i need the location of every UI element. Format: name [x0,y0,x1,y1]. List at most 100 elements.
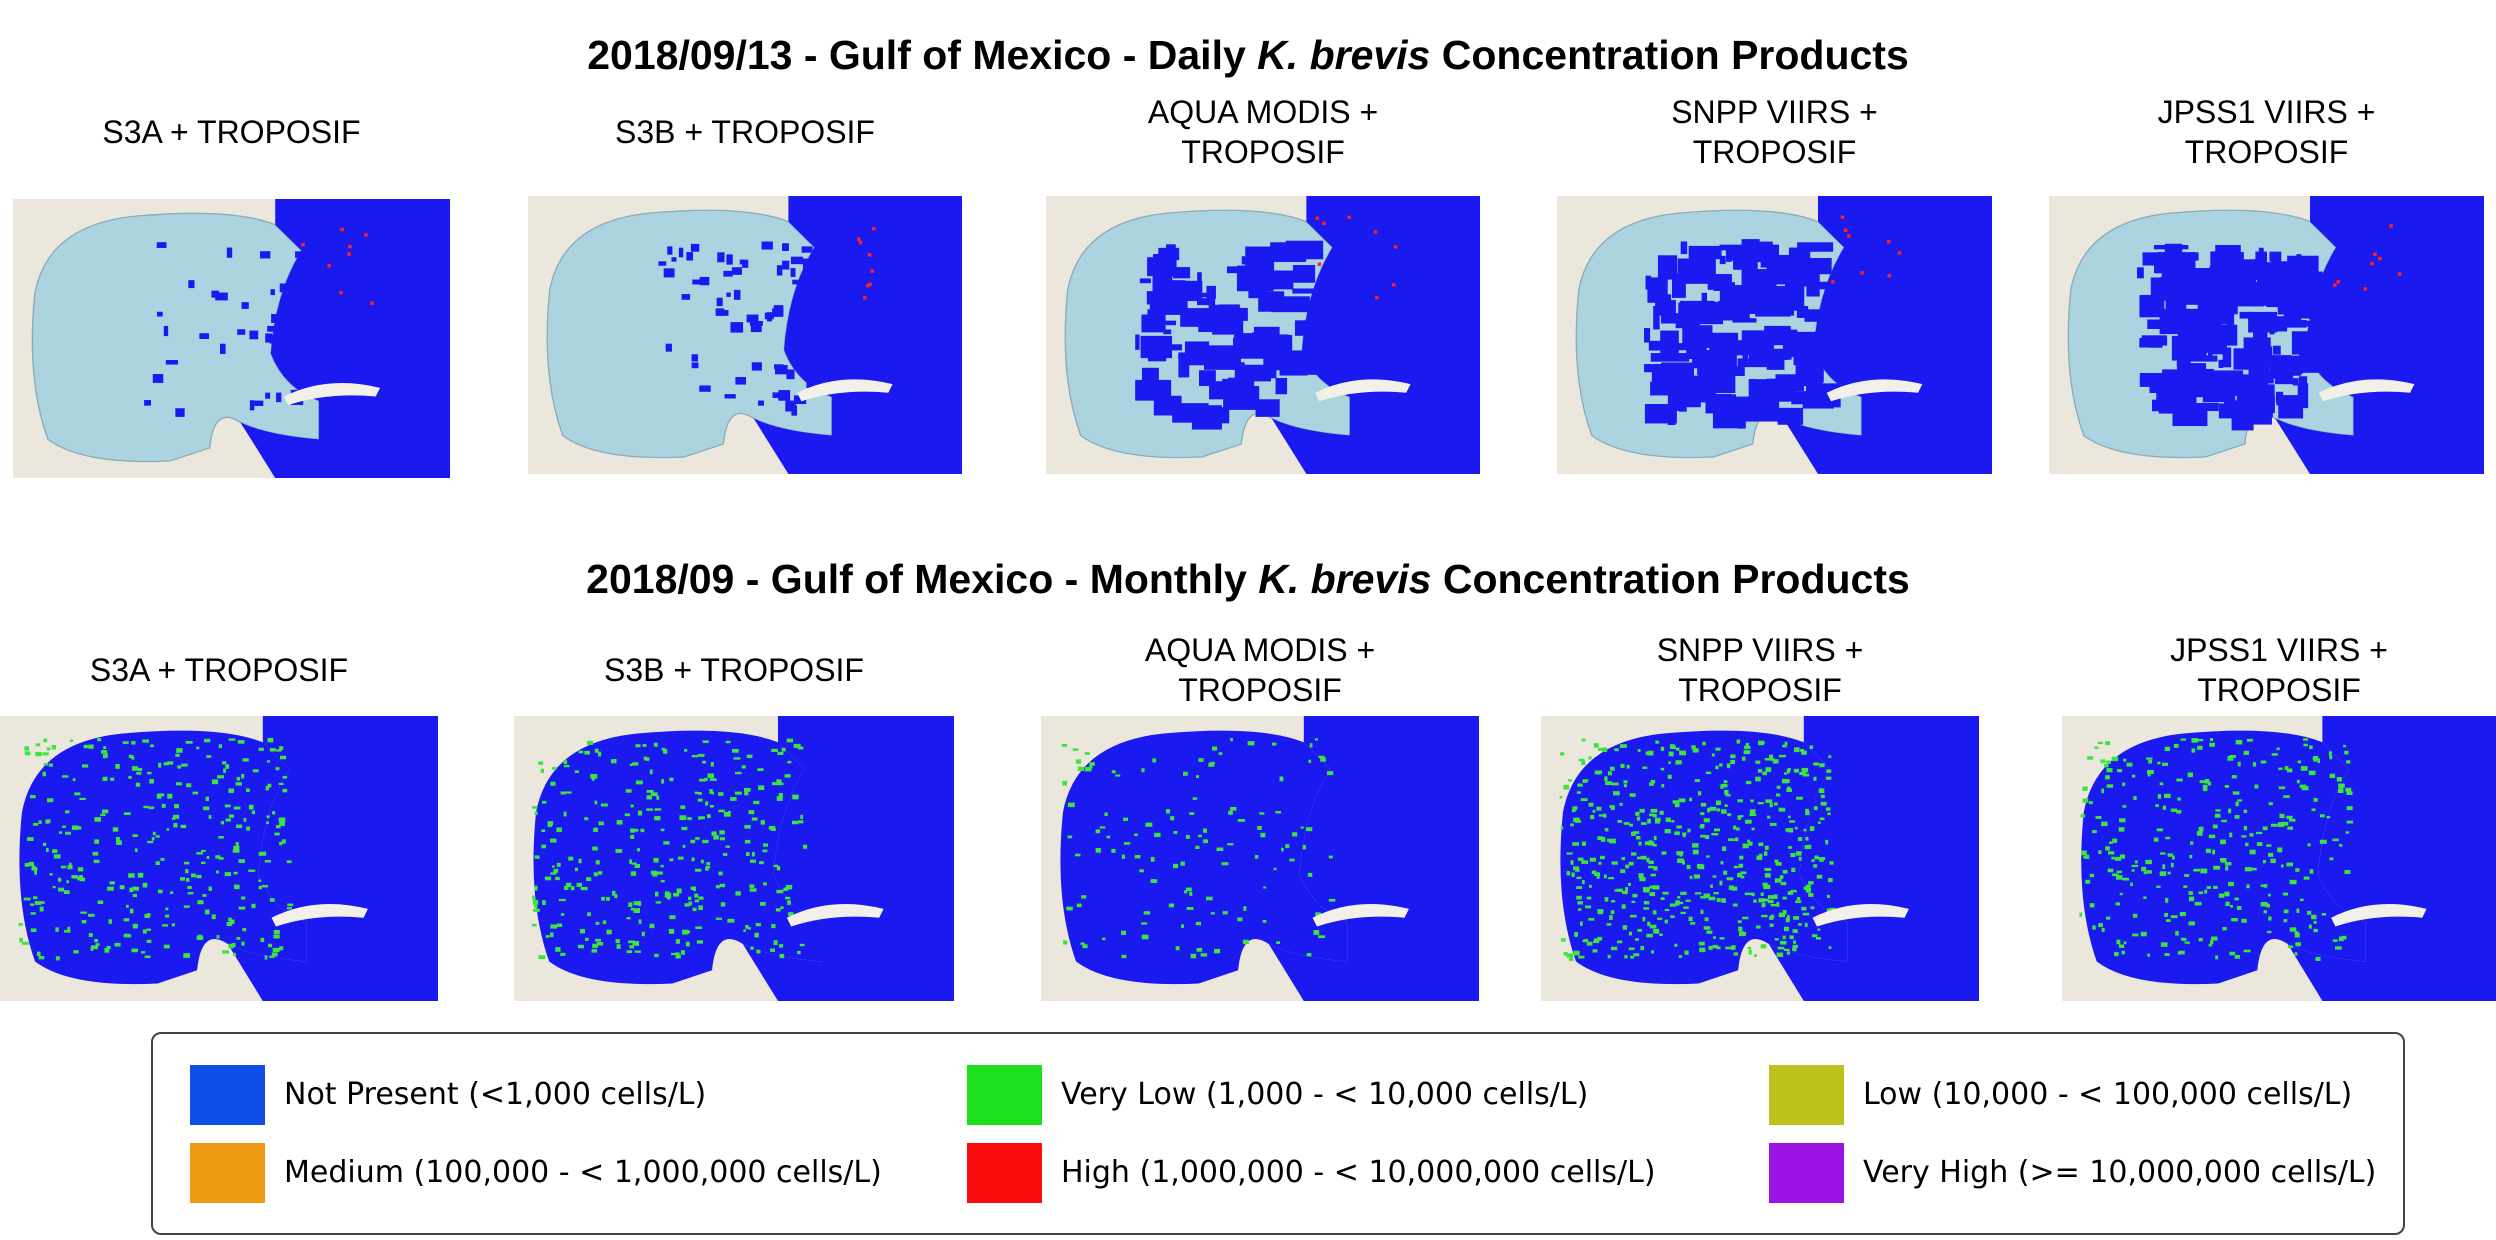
bloom-speck [1066,906,1073,911]
bloom-speck [541,844,547,849]
bloom-speck [1668,751,1674,757]
bloom-speck [79,875,83,879]
bloom-speck [1753,899,1757,903]
bloom-speck [2295,868,2300,872]
bloom-speck [2319,814,2325,818]
bloom-speck [251,810,256,815]
bloom-speck [1675,760,1682,765]
bloom-speck [1722,846,1727,852]
bloom-speck [1793,940,1797,944]
bloom-speck [1260,832,1266,838]
bloom-speck [2143,896,2147,899]
bloom-speck [1115,774,1121,777]
bloom-speck [2198,937,2203,942]
bloom-speck [718,792,724,796]
coverage-patch [1766,348,1785,370]
coverage-patch [241,302,249,309]
bloom-speck [62,775,69,778]
bloom-speck [2277,847,2283,853]
bloom-speck [2283,919,2288,923]
panel-title: SNPP VIIRS + TROPOSIF [1541,630,1979,710]
bloom-speck [783,887,789,891]
bloom-speck [2215,955,2219,960]
bloom-speck [1596,806,1602,811]
bloom-speck [2115,902,2120,906]
bloom-speck [2179,911,2186,917]
bloom-speck [205,796,209,801]
bloom-speck [211,779,219,785]
bloom-speck [176,748,183,753]
bloom-speck [2289,879,2297,885]
panel-title-line: AQUA MODIS + [1147,94,1379,130]
coverage-patch [749,320,763,326]
bloom-speck [777,751,784,755]
bloom-speck [694,899,699,903]
bloom-speck [248,804,254,810]
bloom-speck [615,849,623,853]
bloom-speck [2311,914,2317,920]
bloom-patch [1887,273,1892,278]
bloom-speck [185,740,193,744]
bloom-speck [241,941,245,946]
bloom-speck [183,861,190,865]
bloom-speck [594,800,598,805]
bloom-speck [1825,839,1829,845]
bloom-speck [83,744,90,749]
bloom-speck [2260,884,2264,887]
bloom-speck [1787,828,1794,833]
bloom-speck [122,741,129,745]
bloom-speck [1619,802,1623,806]
bloom-speck [1811,934,1818,938]
bloom-speck [31,867,38,871]
bloom-speck [656,795,660,800]
bloom-speck [1757,769,1763,773]
bloom-speck [279,755,287,760]
bloom-speck [1082,944,1088,949]
bloom-speck [114,942,121,947]
bloom-speck [1629,823,1633,827]
bloom-speck [1227,843,1234,846]
bloom-speck [180,824,187,829]
bloom-speck [719,837,726,841]
bloom-speck [1619,744,1627,748]
coverage-patch [2201,402,2219,412]
bloom-speck [1819,817,1825,821]
bloom-speck [1652,910,1657,915]
bloom-speck [35,751,42,757]
bloom-speck [759,861,764,865]
title-text: Concentration Products [1442,556,1910,602]
bloom-speck [1180,861,1185,866]
bloom-speck [1826,908,1832,913]
bloom-speck [2188,896,2195,902]
bloom-speck [1769,754,1774,759]
coverage-patch [2298,376,2308,395]
bloom-speck [123,918,130,922]
bloom-speck [94,839,100,844]
bloom-speck [1826,769,1832,773]
bloom-speck [187,892,194,895]
bloom-speck [2167,871,2171,875]
bloom-speck [1609,915,1613,920]
bloom-speck [287,903,294,907]
bloom-speck [1747,946,1752,950]
bloom-speck [1784,779,1790,783]
bloom-speck [1760,944,1767,949]
bloom-speck [1590,815,1595,820]
bloom-speck [2229,951,2236,956]
bloom-speck [267,737,274,743]
bloom-speck [744,787,751,792]
coverage-patch [1173,267,1191,279]
bloom-speck [1723,780,1728,784]
bloom-speck [1830,907,1836,911]
bloom-speck [2346,791,2353,796]
coverage-patch [2273,345,2281,355]
bloom-speck [2246,738,2253,742]
bloom-speck [2106,760,2111,765]
bloom-speck [236,937,241,940]
bloom-speck [102,776,108,781]
bloom-speck [751,817,758,821]
coverage-patch [2258,247,2264,260]
bloom-speck [706,862,711,866]
bloom-speck [235,782,242,786]
bloom-speck [1825,807,1831,811]
